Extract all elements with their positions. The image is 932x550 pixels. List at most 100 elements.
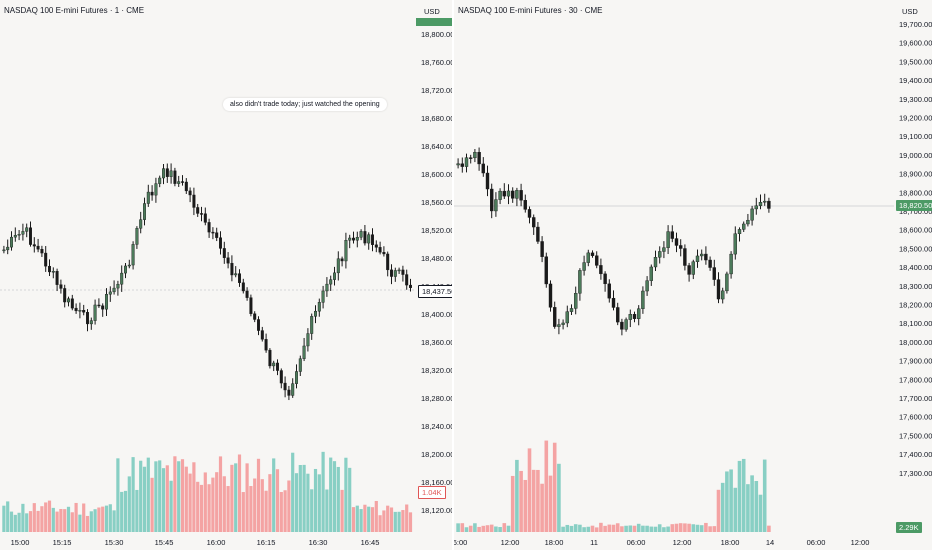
candle <box>325 283 329 292</box>
volume-bar <box>25 513 29 532</box>
volume-bar <box>603 525 607 532</box>
candle <box>85 312 89 325</box>
candle <box>494 199 498 212</box>
candle <box>481 163 485 174</box>
volume-bar <box>63 509 67 532</box>
candle <box>264 339 268 351</box>
volume-bar <box>408 512 413 532</box>
top-price-marker <box>416 18 452 26</box>
volume-bar <box>55 511 59 532</box>
chart-pane-right[interactable]: NASDAQ 100 E-mini Futures · 30 · CME 19,… <box>454 0 932 550</box>
price-tick-label: 18,160.00 <box>421 478 452 487</box>
time-tick-label: 06:00 <box>627 538 646 547</box>
volume-bar <box>519 470 523 532</box>
candle <box>2 249 6 252</box>
volume-bar <box>367 506 371 532</box>
volume-bar <box>275 469 280 532</box>
candle <box>336 258 340 274</box>
time-tick-label: 15:15 <box>53 538 72 547</box>
volume-bar <box>44 502 48 532</box>
volume-bar <box>624 525 628 532</box>
candle <box>615 307 620 323</box>
volume-bar <box>687 523 691 532</box>
chart-canvas-left[interactable]: 18,800.00 18,760.00 18,720.00 18,680.00 18,6… <box>0 0 452 550</box>
chart-canvas-right[interactable]: 19,700.00 19,600.00 19,500.00 19,400.00 19,3… <box>454 0 932 550</box>
time-tick-label: 15:00 <box>11 538 30 547</box>
volume-bar <box>473 523 477 532</box>
volume-bar <box>9 511 14 532</box>
candle <box>641 290 645 309</box>
volume-bar <box>405 504 409 532</box>
candle <box>120 272 124 285</box>
volume-bar <box>21 503 25 532</box>
volume-bar <box>746 484 750 532</box>
candle <box>13 235 17 238</box>
volume-bar <box>561 526 565 532</box>
candle <box>48 265 52 273</box>
candle <box>310 316 314 334</box>
volume-bar <box>691 524 696 532</box>
time-tick-label: 18:00 <box>545 538 564 547</box>
candle <box>737 229 742 234</box>
volume-bar <box>218 456 223 532</box>
candle <box>29 227 33 245</box>
candle <box>196 207 200 214</box>
candle <box>21 231 25 235</box>
volume-bar <box>657 524 662 532</box>
candle <box>173 170 177 184</box>
time-tick-label: 15:30 <box>105 538 124 547</box>
volume-bar <box>17 512 21 532</box>
volume-bar <box>662 527 666 532</box>
volume-bar <box>569 525 574 532</box>
candle <box>329 279 333 285</box>
candle <box>502 190 506 197</box>
volume-bar <box>552 442 557 532</box>
candle <box>25 227 29 232</box>
price-tick-label: 18,000.00 <box>899 338 932 347</box>
candle <box>552 307 557 327</box>
volume-bar <box>348 467 352 532</box>
volume-bar <box>85 515 90 532</box>
candle <box>519 190 523 201</box>
price-tick-label: 18,640.00 <box>421 142 452 151</box>
candle <box>683 248 687 266</box>
volume-bar <box>590 525 595 532</box>
candle <box>464 157 469 167</box>
volume-bar <box>283 490 287 532</box>
chart-pane-left[interactable]: NASDAQ 100 E-mini Futures · 1 · CME 18,8… <box>0 0 452 550</box>
volume-bar <box>683 523 687 532</box>
volume-bar <box>498 527 502 532</box>
volume-bar <box>468 525 473 532</box>
time-tick-label: 16:00 <box>207 538 226 547</box>
volume-bar <box>607 524 612 532</box>
volume-tag: 2.29K <box>896 522 922 533</box>
volume-bar <box>146 457 150 532</box>
candle <box>477 151 481 165</box>
pane-divider[interactable] <box>452 0 454 550</box>
candle <box>123 265 127 274</box>
price-tick-label: 18,480.00 <box>421 254 452 263</box>
volume-bar <box>196 481 200 532</box>
chart-title: NASDAQ 100 E-mini Futures · 30 · CME <box>458 6 603 15</box>
time-tick-label: 12:00 <box>851 538 870 547</box>
volume-bar <box>363 504 367 532</box>
volume-bar <box>632 525 637 532</box>
volume-bar <box>104 505 109 532</box>
time-tick-label: 16:45 <box>361 538 380 547</box>
chart-annotation[interactable]: also didn't trade today; just watched th… <box>223 98 387 111</box>
volume-bar <box>540 483 544 532</box>
candle <box>386 253 390 271</box>
volume-bar <box>506 525 511 532</box>
volume-bar <box>264 490 268 532</box>
candle <box>70 298 74 309</box>
candle <box>397 269 401 272</box>
candle <box>716 279 721 300</box>
volume-bar <box>226 486 230 532</box>
volume-bar <box>636 523 641 532</box>
candle <box>666 231 670 248</box>
candle <box>352 237 356 241</box>
volume-bar <box>2 505 6 532</box>
candle <box>279 370 283 384</box>
volume-bar <box>737 460 742 532</box>
volume-bar <box>586 526 591 532</box>
